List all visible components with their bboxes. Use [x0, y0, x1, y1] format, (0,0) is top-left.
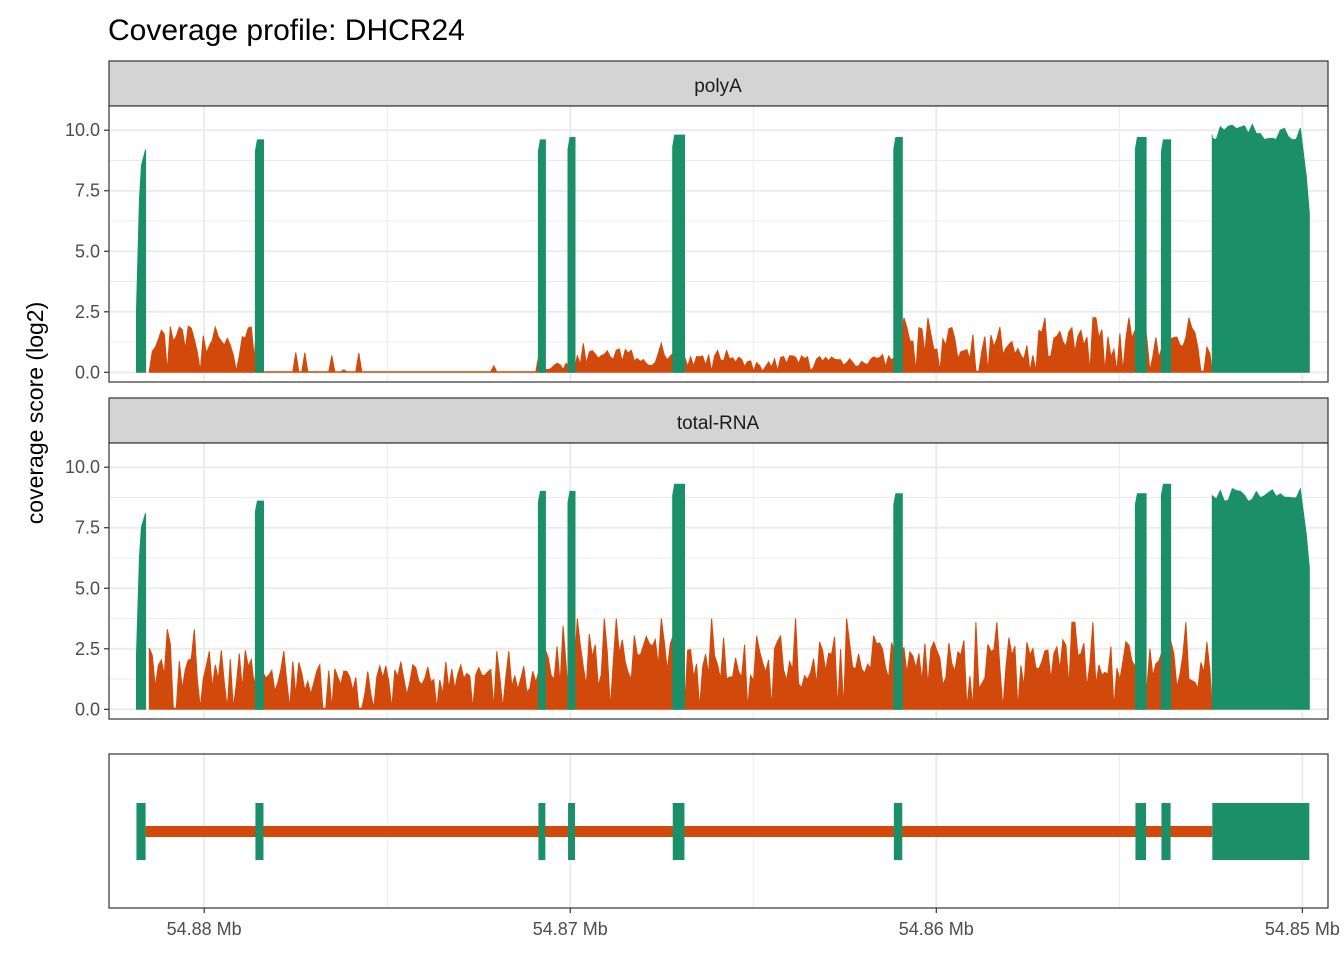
exon-block: [568, 803, 576, 860]
exon-coverage: [136, 513, 147, 710]
coverage-polya: [136, 123, 1310, 373]
y-tick-label: 5.0: [75, 578, 100, 598]
intron-coverage: [678, 618, 899, 710]
x-tick-label: 54.86 Mb: [899, 919, 974, 939]
exon-coverage: [1134, 137, 1147, 373]
exon-coverage: [1211, 123, 1310, 373]
x-axis: 54.88 Mb 54.87 Mb 54.86 Mb 54.85 Mb: [167, 908, 1340, 939]
exon-coverage: [1160, 139, 1172, 373]
y-tick-label: 7.5: [75, 518, 100, 538]
exon-block: [1161, 803, 1171, 860]
exon-block: [672, 803, 685, 860]
intron-coverage: [148, 629, 261, 710]
exon-coverage: [136, 149, 147, 373]
exon-coverage: [254, 500, 264, 710]
strip-polya: [108, 60, 1329, 107]
y-axis-total-rna: 0.0 2.5 5.0 7.5 10.0: [65, 457, 109, 719]
strip-label-polya: polyA: [694, 76, 742, 97]
intron-coverage: [259, 651, 543, 710]
exon-block: [1212, 803, 1310, 860]
intron-coverage: [570, 341, 680, 373]
y-tick-label: 10.0: [65, 457, 100, 477]
y-tick-label: 5.0: [75, 241, 100, 261]
coverage-total-rna: [136, 483, 1310, 710]
y-tick-label: 0.0: [75, 362, 100, 382]
exon-coverage: [1211, 487, 1310, 710]
y-tick-label: 2.5: [75, 302, 100, 322]
x-tick-label: 54.85 Mb: [1265, 919, 1340, 939]
y-tick-label: 2.5: [75, 639, 100, 659]
strip-label-total-rna: total-RNA: [677, 413, 760, 434]
y-tick-label: 0.0: [75, 699, 100, 719]
facet-polya: polyA 0.0 2.5 5.0 7.5 10.0: [65, 60, 1329, 383]
gene-track: [136, 803, 1310, 860]
exon-coverage: [893, 493, 903, 710]
exon-coverage: [672, 134, 685, 373]
facet-total-rna: total-RNA 0.0 2.5 5.0 7.5 10.0: [65, 397, 1329, 720]
exon-coverage: [893, 137, 903, 373]
exon-coverage: [672, 483, 685, 710]
panel-border-total-rna: [108, 442, 1329, 720]
x-tick-label: 54.88 Mb: [167, 919, 242, 939]
intron-coverage: [259, 352, 543, 373]
exon-coverage: [1160, 483, 1172, 710]
exon-block: [538, 803, 546, 860]
y-axis-polya: 0.0 2.5 5.0 7.5 10.0: [65, 120, 109, 382]
exon-coverage: [254, 139, 264, 373]
x-tick-label: 54.87 Mb: [533, 919, 608, 939]
exon-coverage: [567, 490, 576, 710]
chart-title: Coverage profile: DHCR24: [108, 14, 465, 47]
panel-bg-polya: [109, 106, 1328, 382]
y-axis-title: coverage score (log2): [22, 302, 48, 524]
y-tick-label: 10.0: [65, 120, 100, 140]
intron-coverage: [570, 618, 680, 710]
exon-coverage: [537, 490, 546, 710]
exon-block: [1135, 803, 1147, 860]
exon-block: [893, 803, 903, 860]
exon-coverage: [567, 137, 576, 373]
exon-block: [136, 803, 146, 860]
intron-coverage: [678, 348, 899, 373]
exon-block: [255, 803, 264, 860]
exon-coverage: [537, 139, 546, 373]
gene-model-panel: 54.88 Mb 54.87 Mb 54.86 Mb 54.85 Mb: [108, 753, 1340, 939]
intron-coverage: [148, 314, 261, 373]
panel-border-polya: [108, 105, 1329, 383]
exon-coverage: [1134, 493, 1147, 710]
gene-panel-border: [108, 753, 1329, 909]
y-tick-label: 7.5: [75, 181, 100, 201]
